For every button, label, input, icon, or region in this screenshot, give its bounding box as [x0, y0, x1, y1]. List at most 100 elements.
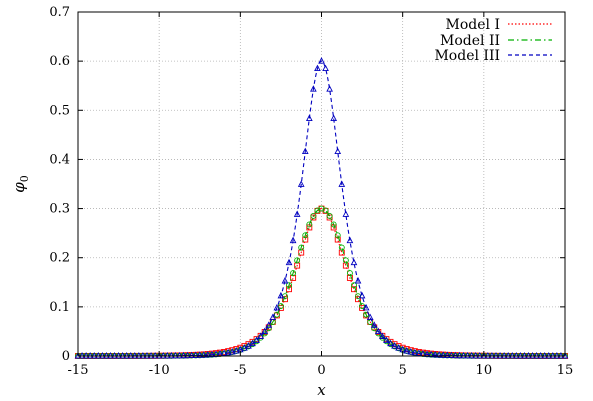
data-point: [488, 351, 496, 359]
data-point: [322, 207, 329, 214]
data-point: [358, 291, 366, 299]
data-point: [310, 214, 317, 221]
data-point: [302, 236, 309, 243]
data-point: [387, 339, 394, 347]
data-point: [86, 352, 94, 359]
data-point: [294, 257, 301, 264]
data-point: [293, 210, 301, 217]
y-tick-label: 0: [62, 349, 70, 364]
data-point: [127, 352, 135, 359]
data-point: [261, 327, 269, 335]
data-point: [537, 352, 544, 359]
data-point: [448, 351, 455, 359]
x-tick-label: 0: [317, 363, 325, 378]
data-point: [159, 351, 167, 359]
x-tick-label: 5: [399, 363, 407, 378]
data-point: [119, 352, 126, 359]
data-point: [370, 321, 378, 328]
data-point: [301, 147, 309, 155]
y-tick-label: 0.1: [49, 300, 70, 315]
data-point: [391, 342, 398, 349]
data-point: [286, 282, 292, 289]
data-point: [281, 277, 289, 284]
data-point: [346, 236, 354, 244]
data-point: [334, 236, 341, 243]
data-point: [541, 352, 549, 359]
data-point: [338, 180, 346, 187]
data-point: [464, 351, 471, 359]
x-tick-label: 15: [557, 363, 574, 378]
grid: [78, 12, 565, 356]
legend-entry-label: Model III: [434, 48, 500, 64]
data-point: [351, 282, 357, 289]
x-tick-label: 10: [476, 363, 493, 378]
data-point: [338, 244, 345, 251]
y-tick-label: 0.5: [49, 103, 70, 118]
data-point: [517, 352, 524, 359]
data-point: [492, 351, 500, 359]
data-point: [407, 348, 415, 355]
data-point: [553, 352, 561, 359]
data-point: [310, 212, 317, 219]
x-tick-label: -15: [68, 363, 89, 378]
data-point: [383, 336, 390, 343]
data-point: [403, 347, 411, 354]
data-point: [496, 351, 504, 359]
data-point: [362, 303, 370, 311]
data-point: [253, 338, 260, 345]
data-point: [326, 212, 333, 219]
data-point: [472, 351, 480, 359]
data-point: [289, 236, 297, 244]
data-point: [305, 114, 313, 121]
data-point: [143, 351, 151, 359]
data-point: [151, 351, 159, 359]
data-point: [168, 351, 175, 359]
data-point: [342, 257, 349, 264]
data-point: [135, 352, 143, 359]
data-point: [322, 64, 329, 72]
data-point: [545, 352, 553, 359]
data-point: [196, 351, 204, 358]
data-point: [549, 352, 557, 359]
data-point: [139, 351, 147, 359]
y-tick-label: 0.3: [49, 202, 70, 217]
data-point: [265, 325, 272, 332]
data-point: [561, 352, 569, 359]
data-point: [204, 351, 212, 358]
legend-entry-label: Model II: [440, 33, 500, 49]
axis-ticks: -15 -10 -5 0 5 10 15 0 0.1 0.2 0.3 0.4 0.5 0.6 0.7: [49, 5, 573, 378]
data-point: [395, 344, 402, 351]
data-point: [192, 351, 200, 358]
data-point: [180, 351, 187, 359]
data-point: [224, 348, 232, 356]
data-point: [94, 352, 102, 359]
data-point: [228, 348, 236, 355]
data-point: [184, 351, 191, 359]
data-point: [249, 339, 256, 347]
data-point: [269, 313, 277, 321]
data-point: [155, 351, 163, 359]
data-point: [557, 352, 565, 359]
data-point: [383, 338, 390, 345]
y-axis-label-subscript: 0: [18, 175, 31, 182]
data-point: [265, 321, 273, 328]
data-point: [111, 352, 118, 359]
data-point: [508, 352, 516, 359]
data-point: [460, 351, 467, 359]
y-tick-label: 0.4: [49, 152, 70, 167]
data-point: [411, 348, 419, 356]
data-point: [346, 270, 353, 277]
data-point: [452, 351, 459, 359]
y-tick-label: 0.7: [49, 5, 70, 20]
series-layer: [74, 57, 569, 359]
data-point: [277, 291, 285, 299]
data-point: [439, 351, 447, 358]
data-point: [147, 351, 155, 359]
x-axis-label: x: [317, 381, 326, 399]
data-point: [525, 352, 532, 359]
data-point: [176, 351, 183, 359]
data-point: [115, 352, 122, 359]
y-axis-label: φ0: [10, 175, 31, 193]
data-point: [310, 85, 317, 92]
data-point: [359, 303, 366, 310]
